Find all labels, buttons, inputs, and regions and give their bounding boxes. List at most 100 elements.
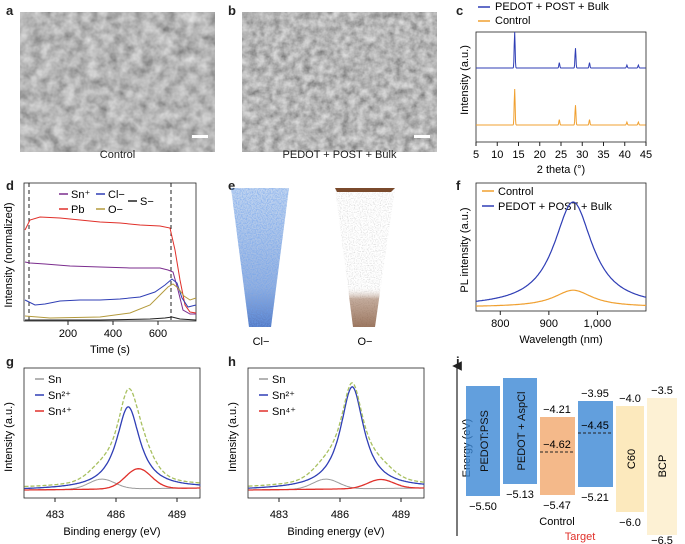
x-axis-label: 2 theta (°): [537, 164, 585, 176]
x-tick-489: 489: [168, 509, 186, 521]
plot-frame: [475, 182, 647, 312]
panel-label-d: d: [6, 178, 14, 193]
value-pedot-pss-bottom: −5.50: [469, 501, 497, 513]
legend-sn: Sn: [272, 374, 285, 386]
bar-label-c60: C60: [626, 449, 638, 469]
bar-control: [540, 417, 575, 495]
x-tick-489: 489: [392, 509, 410, 521]
x-ticks: 5 10 15 20 25 30 35 40 45: [473, 142, 652, 161]
caption-a: Control: [99, 149, 136, 161]
legend-control: Control: [495, 15, 530, 27]
panel-label-e: e: [228, 178, 236, 193]
legend-sn4: Sn⁴⁺: [272, 406, 296, 418]
x-tick-label-20: 20: [534, 149, 546, 161]
x-tick-483: 483: [270, 509, 288, 521]
value-target-bottom: −5.21: [581, 492, 609, 504]
plot-frame: [23, 367, 201, 499]
value-bcp-top: −3.5: [651, 385, 673, 397]
value-control-bottom: −5.47: [543, 500, 571, 512]
y-axis-label: Intensity (normalized): [3, 202, 15, 307]
bar-label-pedot-pss: PEDOT:PSS: [479, 410, 491, 472]
bar-bcp: [647, 398, 677, 535]
pl-chart: PL intensity (a.u.) Control PEDOT + POST…: [459, 182, 647, 346]
legend-sn4: Sn⁴⁺: [48, 406, 72, 418]
fit-envelope-line: [24, 387, 201, 488]
x-tick-400: 400: [104, 328, 122, 340]
plot-frame: [247, 367, 425, 499]
y-axis-label: Intensity (a.u.): [459, 45, 471, 115]
value-target-top: −3.95: [581, 388, 609, 400]
bar-pedot-aspcl: [503, 378, 537, 484]
legend-pb: Pb: [71, 204, 84, 216]
y-axis-label: Intensity (a.u.): [227, 402, 239, 472]
x-axis-label: Wavelength (nm): [519, 334, 602, 346]
bar-target: [578, 401, 613, 487]
o-depth-map: [335, 188, 395, 327]
panel-label-b: b: [228, 3, 236, 18]
caption-control: Control: [539, 516, 574, 528]
x-tick-label-1000: 1,000: [584, 318, 612, 330]
legend-pedot: PEDOT + POST + Bulk: [495, 1, 609, 13]
o-top-surface: [335, 188, 395, 192]
x-axis-label: Time (s): [90, 344, 130, 356]
x-tick-label-30: 30: [576, 149, 588, 161]
x-tick-600: 600: [149, 328, 167, 340]
xrd-chart: PEDOT + POST + Bulk Control Intensity (a…: [459, 1, 652, 176]
series-o-line: [24, 283, 197, 319]
label-cl: Cl−: [253, 336, 270, 348]
series-pedot-line: [475, 201, 647, 302]
series-sn2-line: [24, 406, 201, 490]
series-sn4-line: [248, 478, 425, 491]
legend-sn2: Sn²⁺: [48, 390, 71, 402]
tof-sims-chart: Intensity (normalized) Sn⁺ Cl− S− Pb O− …: [3, 182, 197, 356]
legend-pedot: PEDOT + POST + Bulk: [498, 201, 612, 213]
value-control-top: −4.21: [543, 404, 571, 416]
series-pedot-line: [476, 31, 646, 69]
x-tick-486: 486: [107, 509, 125, 521]
x-tick-label-5: 5: [473, 149, 479, 161]
panel-label-a: a: [6, 3, 14, 18]
x-tick-label-10: 10: [491, 149, 503, 161]
series-s-line: [25, 316, 197, 321]
label-o: O−: [358, 336, 373, 348]
value-target-fermi: −4.45: [581, 420, 609, 432]
legend-sn-plus: Sn⁺: [71, 189, 90, 201]
series-cl-line: [24, 278, 197, 308]
series-control-line: [476, 88, 646, 126]
x-axis-label: Binding energy (eV): [63, 526, 160, 538]
x-tick-200: 200: [59, 328, 77, 340]
x-tick-483: 483: [46, 509, 64, 521]
energy-level-diagram: Energy (eV) PEDOT:PSS −5.50 PEDOT + AspC…: [452, 361, 677, 544]
x-axis-label: Binding energy (eV): [287, 526, 384, 538]
fit-envelope-line: [248, 382, 425, 487]
x-tick-label-35: 35: [597, 149, 609, 161]
tof-3d-maps: Cl− O−: [231, 188, 395, 348]
legend-s-minus: S−: [140, 196, 154, 208]
value-c60-bottom: −6.0: [619, 517, 641, 529]
x-tick-label-15: 15: [512, 149, 524, 161]
legend-sn: Sn: [48, 374, 61, 386]
x-tick-486: 486: [331, 509, 349, 521]
bar-pedot-pss: [466, 386, 500, 496]
legend-cl-minus: Cl−: [108, 189, 125, 201]
panel-label-g: g: [6, 354, 14, 369]
value-bcp-bottom: −6.5: [651, 535, 673, 544]
cl-depth-map: [231, 188, 289, 327]
sem-image-control: [20, 12, 215, 152]
bar-label-pedot-aspcl: PEDOT + AspCl: [516, 392, 528, 471]
series-sn4-line: [24, 468, 201, 491]
series-sn2-line: [248, 386, 425, 489]
panel-label-c: c: [456, 3, 464, 18]
series-control-line: [476, 289, 646, 307]
bar-c60: [616, 406, 644, 512]
series-pb-line: [24, 216, 197, 314]
x-tick-label-900: 900: [540, 318, 558, 330]
plot-frame: [23, 182, 197, 322]
xps-target-chart: Intensity (a.u.) Sn Sn²⁺ Sn⁴⁺ 483 486 48…: [227, 367, 425, 538]
x-tick-label-45: 45: [640, 149, 652, 161]
panel-label-f: f: [456, 178, 461, 193]
series-sn-line: [24, 261, 196, 315]
panel-label-h: h: [228, 354, 236, 369]
caption-target: Target: [565, 531, 596, 543]
value-control-fermi: −4.62: [543, 439, 571, 451]
